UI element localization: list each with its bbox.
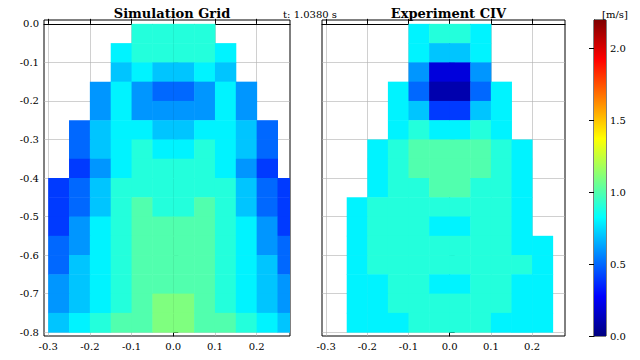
svg-text:Experiment CIV: Experiment CIV <box>391 6 507 21</box>
svg-text:[m/s]: [m/s] <box>602 9 628 20</box>
svg-text:-0.7: -0.7 <box>20 288 39 299</box>
svg-text:0.0: 0.0 <box>610 331 626 342</box>
svg-text:-0.8: -0.8 <box>20 327 39 338</box>
svg-text:-0.3: -0.3 <box>39 341 58 352</box>
svg-text:0.0: 0.0 <box>165 341 181 352</box>
svg-text:-0.2: -0.2 <box>80 341 99 352</box>
svg-text:0.1: 0.1 <box>483 341 499 352</box>
svg-text:-0.3: -0.3 <box>20 134 39 145</box>
svg-text:t: 1.0380 s: t: 1.0380 s <box>283 9 337 20</box>
svg-text:0.2: 0.2 <box>249 341 265 352</box>
svg-text:-0.3: -0.3 <box>316 341 335 352</box>
svg-text:Simulation Grid: Simulation Grid <box>114 6 230 21</box>
svg-text:-0.1: -0.1 <box>122 341 141 352</box>
svg-text:-0.1: -0.1 <box>20 57 39 68</box>
svg-text:-0.4: -0.4 <box>20 173 39 184</box>
svg-text:-0.2: -0.2 <box>20 95 39 106</box>
svg-text:0.0: 0.0 <box>23 18 39 29</box>
svg-text:-0.2: -0.2 <box>358 341 377 352</box>
svg-text:0.5: 0.5 <box>610 259 626 270</box>
svg-text:0.0: 0.0 <box>442 341 458 352</box>
svg-text:-0.5: -0.5 <box>20 211 39 222</box>
svg-text:1.0: 1.0 <box>610 187 626 198</box>
svg-text:0.1: 0.1 <box>207 341 223 352</box>
svg-text:1.5: 1.5 <box>610 115 626 126</box>
svg-text:2.0: 2.0 <box>610 43 626 54</box>
svg-text:-0.1: -0.1 <box>399 341 418 352</box>
svg-text:0.2: 0.2 <box>524 341 540 352</box>
svg-text:-0.6: -0.6 <box>20 250 39 261</box>
